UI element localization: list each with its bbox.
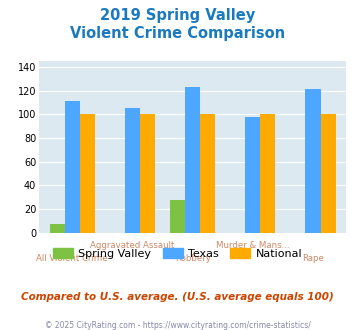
Bar — [185, 87, 200, 233]
Text: Murder & Mans...: Murder & Mans... — [216, 241, 290, 250]
Text: 2019 Spring Valley: 2019 Spring Valley — [100, 8, 255, 23]
Bar — [170, 200, 185, 233]
Bar — [321, 114, 335, 233]
Bar — [65, 101, 80, 233]
Bar — [50, 224, 65, 233]
Bar — [200, 114, 215, 233]
Bar — [125, 108, 140, 233]
Bar — [260, 114, 275, 233]
Text: Violent Crime Comparison: Violent Crime Comparison — [70, 26, 285, 41]
Text: Robbery: Robbery — [175, 254, 211, 263]
Bar — [80, 114, 95, 233]
Bar — [140, 114, 155, 233]
Legend: Spring Valley, Texas, National: Spring Valley, Texas, National — [48, 244, 307, 263]
Text: All Violent Crime: All Violent Crime — [36, 254, 108, 263]
Bar — [245, 117, 260, 233]
Text: © 2025 CityRating.com - https://www.cityrating.com/crime-statistics/: © 2025 CityRating.com - https://www.city… — [45, 321, 310, 330]
Bar — [306, 89, 321, 233]
Text: Aggravated Assault: Aggravated Assault — [90, 241, 175, 250]
Text: Compared to U.S. average. (U.S. average equals 100): Compared to U.S. average. (U.S. average … — [21, 292, 334, 302]
Text: Rape: Rape — [302, 254, 324, 263]
